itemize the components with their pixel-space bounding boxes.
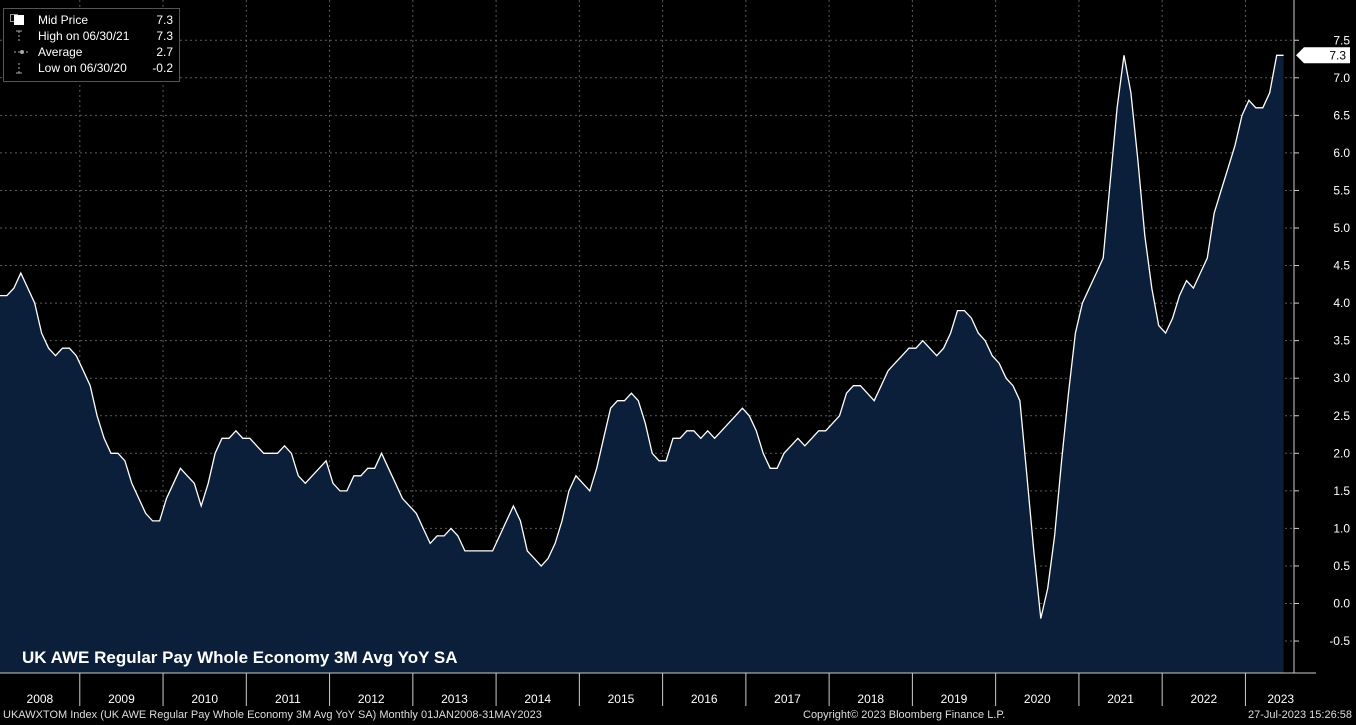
y-tick-label: 2.5 [1333, 409, 1350, 423]
chart-title: UK AWE Regular Pay Whole Economy 3M Avg … [22, 648, 458, 667]
last-value-label: 7.3 [1329, 48, 1346, 62]
legend-item-average: Average 2.7 [4, 44, 179, 60]
footer-copyright: Copyright© 2023 Bloomberg Finance L.P. [803, 709, 1006, 721]
x-tick-label: 2015 [608, 692, 635, 706]
x-axis: 2008 2009 2010 2011 2012 2013 2014 2015 2016 2017… [0, 672, 1316, 706]
y-tick-label: 3.5 [1333, 334, 1350, 348]
legend-item-mid-price: Mid Price 7.3 [4, 12, 179, 28]
y-tick-label: -0.5 [1329, 634, 1350, 648]
legend-value: 7.3 [156, 13, 173, 27]
x-tick-label: 2010 [191, 692, 218, 706]
y-tick-label: 0.0 [1333, 597, 1350, 611]
y-tick-label: 4.0 [1333, 296, 1350, 310]
series-line [0, 54, 1284, 619]
legend-value: 2.7 [156, 45, 173, 59]
x-tick-label: 2014 [524, 692, 551, 706]
y-tick-label: 3.0 [1333, 371, 1350, 385]
y-tick-label: 5.0 [1333, 221, 1350, 235]
square-icon [14, 15, 24, 25]
x-tick-label: 2023 [1267, 692, 1294, 706]
x-tick-label: 2019 [941, 692, 968, 706]
average-marker-icon [14, 46, 30, 58]
y-tick-label: 0.5 [1333, 559, 1350, 573]
legend: Mid Price 7.3 High on 06/30/21 7.3 Avera… [3, 8, 180, 82]
series-area [0, 55, 1284, 674]
legend-value: -0.2 [152, 61, 173, 75]
y-tick-label: 6.5 [1333, 108, 1350, 122]
x-tick-label: 2013 [441, 692, 468, 706]
x-tick-label: 2018 [857, 692, 884, 706]
x-tick-label: 2017 [774, 692, 801, 706]
footer-description: UKAWXTOM Index (UK AWE Regular Pay Whole… [3, 709, 542, 721]
x-tick-label: 2008 [27, 692, 54, 706]
x-tick-label: 2016 [691, 692, 718, 706]
x-tick-label: 2011 [275, 692, 301, 706]
x-tick-label: 2012 [358, 692, 385, 706]
x-tick-label: 2009 [108, 692, 135, 706]
y-tick-label: 5.5 [1333, 183, 1350, 197]
y-tick-label: 2.0 [1333, 446, 1350, 460]
legend-value: 7.3 [156, 29, 173, 43]
y-tick-label: 4.5 [1333, 259, 1350, 273]
legend-label: High on 06/30/21 [38, 29, 130, 43]
x-tick-label: 2021 [1107, 692, 1134, 706]
high-marker-icon [14, 30, 24, 42]
y-tick-label: 1.0 [1333, 521, 1350, 535]
legend-label: Mid Price [38, 13, 89, 27]
y-axis: -0.5 0.0 0.5 1.0 1.5 2.0 2.5 3.0 3.5 4.0 4.5 5.0 5.5… [1293, 0, 1350, 673]
y-tick-label: 1.5 [1333, 484, 1350, 498]
x-tick-label: 2020 [1024, 692, 1051, 706]
low-marker-icon [14, 62, 24, 74]
y-tick-label: 7.0 [1333, 71, 1350, 85]
legend-label: Average [38, 45, 83, 59]
y-tick-label: 7.5 [1333, 33, 1350, 47]
footer-timestamp: 27-Jul-2023 15:26:58 [1248, 709, 1352, 721]
legend-label: Low on 06/30/20 [38, 61, 127, 75]
legend-item-high: High on 06/30/21 7.3 [4, 28, 179, 44]
legend-item-low: Low on 06/30/20 -0.2 [4, 60, 179, 76]
y-tick-label: 6.0 [1333, 146, 1350, 160]
last-value-marker: 7.3 [1296, 47, 1350, 64]
last-value-tag [1296, 47, 1350, 64]
x-tick-label: 2022 [1190, 692, 1217, 706]
